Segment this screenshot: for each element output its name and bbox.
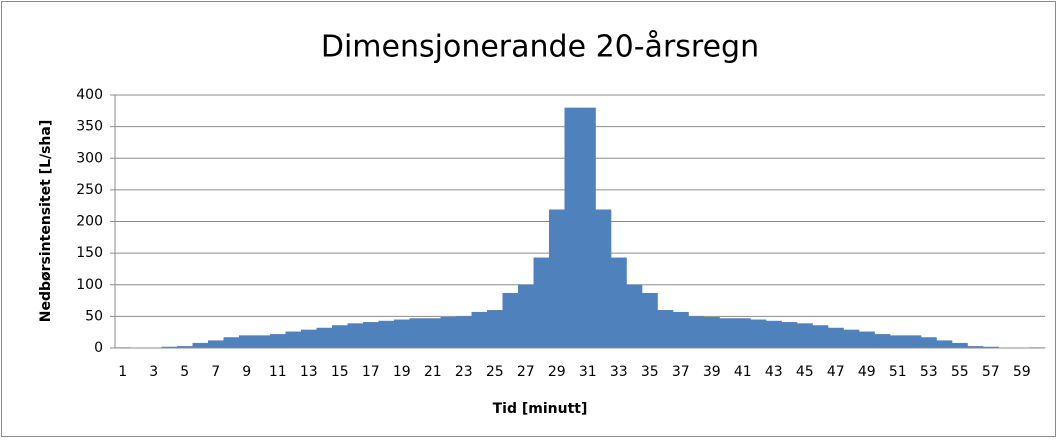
bar — [735, 318, 751, 348]
bar — [533, 257, 550, 348]
bar — [301, 329, 317, 348]
bar — [936, 340, 953, 348]
x-tick-label: 59 — [1013, 364, 1031, 380]
x-tick-label: 33 — [610, 364, 628, 380]
x-tick-label: 41 — [734, 364, 752, 380]
bar — [750, 319, 767, 348]
bar — [766, 320, 782, 348]
bar — [518, 284, 534, 348]
bar — [161, 346, 178, 348]
bar — [952, 342, 968, 348]
x-tick-label: 11 — [269, 364, 287, 380]
bar — [347, 323, 364, 348]
chart-title: Dimensjonerande 20-årsregn — [321, 30, 759, 65]
x-tick-label: 49 — [858, 364, 876, 380]
x-tick-label: 3 — [149, 364, 158, 380]
bar — [208, 340, 224, 348]
bar — [859, 331, 875, 348]
bar — [719, 318, 736, 348]
x-tick-label: 43 — [765, 364, 783, 380]
bar — [254, 335, 271, 348]
y-tick-label: 250 — [76, 182, 103, 198]
bar — [673, 311, 689, 348]
x-tick-label: 13 — [300, 364, 318, 380]
bar — [425, 318, 441, 348]
bar — [890, 335, 906, 348]
bar — [812, 325, 829, 348]
x-tick-label: 45 — [796, 364, 814, 380]
bar — [549, 209, 565, 348]
x-tick-label: 23 — [455, 364, 473, 380]
bar — [967, 346, 984, 348]
bar — [595, 209, 612, 348]
bar — [363, 322, 379, 348]
x-tick-label: 9 — [242, 364, 251, 380]
bar — [642, 292, 658, 348]
bar — [781, 322, 798, 348]
y-tick-label: 300 — [76, 150, 103, 166]
bar — [223, 337, 240, 348]
bar — [843, 329, 860, 348]
y-tick-label: 100 — [76, 277, 103, 293]
bar — [921, 337, 937, 348]
x-tick-label: 27 — [517, 364, 535, 380]
bar — [564, 107, 581, 349]
bar — [502, 292, 519, 348]
x-tick-label: 35 — [641, 364, 659, 380]
x-tick-label: 19 — [393, 364, 411, 380]
bar — [704, 317, 720, 348]
bar — [316, 327, 333, 348]
x-tick-label: 7 — [211, 364, 220, 380]
bar — [626, 284, 643, 348]
bar — [378, 320, 395, 348]
bar — [487, 310, 503, 348]
bar — [440, 317, 457, 348]
bar — [239, 335, 255, 348]
x-axis-label: Tid [minutt] — [493, 401, 588, 417]
bar — [471, 311, 488, 348]
bar — [177, 346, 193, 348]
bar — [285, 331, 302, 348]
x-tick-label: 55 — [951, 364, 969, 380]
x-tick-label: 37 — [672, 364, 690, 380]
y-tick-label: 400 — [76, 87, 103, 103]
x-tick-label: 1 — [118, 364, 127, 380]
x-tick-label: 39 — [703, 364, 721, 380]
y-axis-label: Nedbørsintensitet [L/sha] — [38, 120, 54, 323]
y-tick-label: 0 — [94, 340, 103, 356]
bar — [828, 327, 844, 348]
bar — [409, 318, 426, 348]
x-tick-label: 15 — [331, 364, 349, 380]
bar — [456, 316, 472, 348]
bar — [580, 107, 596, 349]
bar — [688, 316, 705, 348]
y-tick-label: 350 — [76, 119, 103, 135]
x-tick-label: 29 — [548, 364, 566, 380]
y-tick-label: 150 — [76, 245, 103, 261]
x-tick-label: 5 — [180, 364, 189, 380]
bar — [332, 325, 348, 348]
y-tick-label: 200 — [76, 214, 103, 230]
x-tick-label: 57 — [982, 364, 1000, 380]
x-tick-label: 21 — [424, 364, 442, 380]
x-tick-label: 51 — [889, 364, 907, 380]
bar — [983, 346, 999, 348]
bar — [394, 319, 410, 348]
x-tick-label: 25 — [486, 364, 504, 380]
bar — [270, 334, 286, 348]
y-tick-label: 50 — [85, 308, 103, 324]
bar — [905, 335, 922, 348]
x-tick-label: 47 — [827, 364, 845, 380]
bar — [797, 323, 813, 348]
bar — [611, 257, 627, 348]
bar — [657, 310, 674, 348]
bar — [874, 334, 891, 348]
x-tick-label: 31 — [579, 364, 597, 380]
bar — [192, 342, 209, 348]
x-tick-label: 17 — [362, 364, 380, 380]
x-tick-label: 53 — [920, 364, 938, 380]
